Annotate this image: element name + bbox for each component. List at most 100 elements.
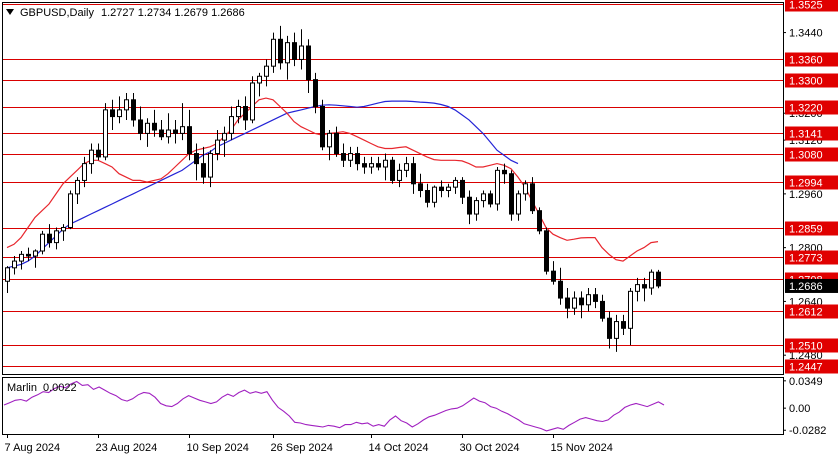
candle-body-bear bbox=[656, 271, 661, 287]
level-label: 1.3141 bbox=[789, 129, 823, 141]
candle bbox=[523, 180, 528, 201]
level-label-bg bbox=[785, 250, 838, 265]
candle bbox=[488, 190, 493, 208]
candle bbox=[313, 72, 318, 114]
candle bbox=[320, 99, 325, 151]
candle bbox=[61, 224, 66, 241]
level-label-bg bbox=[785, 100, 838, 115]
candle bbox=[131, 93, 136, 127]
candle-body-bull bbox=[208, 153, 213, 178]
date-tick-label: 23 Aug 2024 bbox=[96, 442, 158, 454]
indicator-axis: 0.0349 0.00 -0.0282 bbox=[783, 376, 826, 437]
candle bbox=[68, 190, 73, 230]
candle-body-bear bbox=[320, 106, 325, 148]
candle-body-bear bbox=[201, 163, 206, 178]
candle-body-bear bbox=[278, 38, 283, 64]
candle bbox=[348, 146, 353, 167]
candle-body-bear bbox=[579, 297, 584, 306]
level-label-bg bbox=[785, 52, 838, 67]
candle bbox=[103, 103, 108, 161]
candle bbox=[565, 287, 570, 319]
candle bbox=[292, 32, 297, 67]
candle-body-bear bbox=[621, 321, 626, 329]
candle-body-bull bbox=[586, 294, 591, 306]
ma-fast-line bbox=[6, 97, 659, 262]
candle-body-bull bbox=[516, 193, 521, 215]
level-label-bg bbox=[785, 0, 838, 12]
candle bbox=[516, 190, 521, 221]
candle-body-bull bbox=[236, 106, 241, 118]
candle-body-bear bbox=[537, 210, 542, 232]
candle-body-bull bbox=[75, 179, 80, 195]
collapse-arrow-icon[interactable] bbox=[6, 9, 14, 15]
candle-body-bull bbox=[250, 82, 255, 121]
main-plot-frame bbox=[2, 2, 784, 375]
candle bbox=[586, 287, 591, 312]
candle bbox=[285, 35, 290, 80]
candle-body-bear bbox=[642, 284, 647, 289]
candle bbox=[194, 143, 199, 181]
candle bbox=[215, 130, 220, 161]
candle-body-bear bbox=[558, 280, 563, 299]
date-tick-label: 7 Aug 2024 bbox=[5, 442, 61, 454]
candle-body-bull bbox=[649, 271, 654, 289]
candle-body-bear bbox=[460, 179, 465, 198]
indicator-tick-label: -0.0282 bbox=[789, 425, 826, 437]
candle-body-bear bbox=[488, 193, 493, 205]
candle-body-bull bbox=[229, 116, 234, 134]
candle-body-bear bbox=[194, 153, 199, 165]
candle-body-bull bbox=[103, 109, 108, 158]
level-label: 1.3220 bbox=[789, 103, 823, 115]
candle bbox=[621, 314, 626, 336]
level-label: 1.2447 bbox=[789, 362, 823, 374]
candle bbox=[327, 130, 332, 161]
candle-body-bull bbox=[61, 226, 66, 232]
candle-body-bear bbox=[355, 153, 360, 165]
level-label-bg bbox=[785, 304, 838, 319]
candle bbox=[82, 156, 87, 188]
current-price-bg bbox=[785, 278, 838, 293]
price-tick-label: 1.3440 bbox=[789, 28, 823, 40]
level-label: 1.2773 bbox=[789, 253, 823, 265]
candle-body-bull bbox=[383, 159, 388, 168]
level-label: 1.2612 bbox=[789, 307, 823, 319]
candle-body-bull bbox=[348, 153, 353, 161]
candle-body-bear bbox=[131, 99, 136, 121]
indicator-value: 0.0022 bbox=[43, 382, 77, 394]
candle-body-bear bbox=[607, 317, 612, 339]
candle-body-bull bbox=[124, 99, 129, 111]
candle-body-bull bbox=[33, 250, 38, 257]
candle bbox=[530, 177, 535, 215]
candle bbox=[355, 146, 360, 171]
date-tick-label: 26 Sep 2024 bbox=[271, 442, 333, 454]
level-label-bg bbox=[785, 147, 838, 162]
candle bbox=[264, 59, 269, 87]
candle bbox=[187, 109, 192, 161]
level-label-bg bbox=[785, 175, 838, 190]
candle-body-bull bbox=[635, 284, 640, 292]
candle-body-bull bbox=[54, 230, 59, 244]
level-label-bg bbox=[785, 359, 838, 374]
date-tick-label: 15 Nov 2024 bbox=[551, 442, 613, 454]
level-labels: 1.3525 1.3360 1.3300 1.3220 1.3141 1.3080 1.29… bbox=[785, 0, 838, 374]
candle bbox=[138, 106, 143, 141]
candle bbox=[390, 156, 395, 184]
candle bbox=[551, 261, 556, 285]
candle-body-bull bbox=[369, 163, 374, 168]
indicator-tick-label: 0.00 bbox=[789, 403, 810, 415]
candle-body-bear bbox=[334, 132, 339, 155]
candle bbox=[201, 146, 206, 184]
candle bbox=[579, 291, 584, 319]
candle bbox=[432, 185, 437, 208]
candle-body-bear bbox=[551, 270, 556, 282]
candle bbox=[208, 150, 213, 188]
candle-body-bear bbox=[439, 186, 444, 192]
ma-slow-layer bbox=[6, 100, 519, 269]
candle-body-bull bbox=[5, 267, 10, 282]
candle-body-bull bbox=[89, 149, 94, 165]
candle-body-bear bbox=[26, 253, 31, 257]
candle bbox=[656, 269, 661, 289]
candle bbox=[642, 277, 647, 302]
candles-layer bbox=[5, 25, 661, 352]
